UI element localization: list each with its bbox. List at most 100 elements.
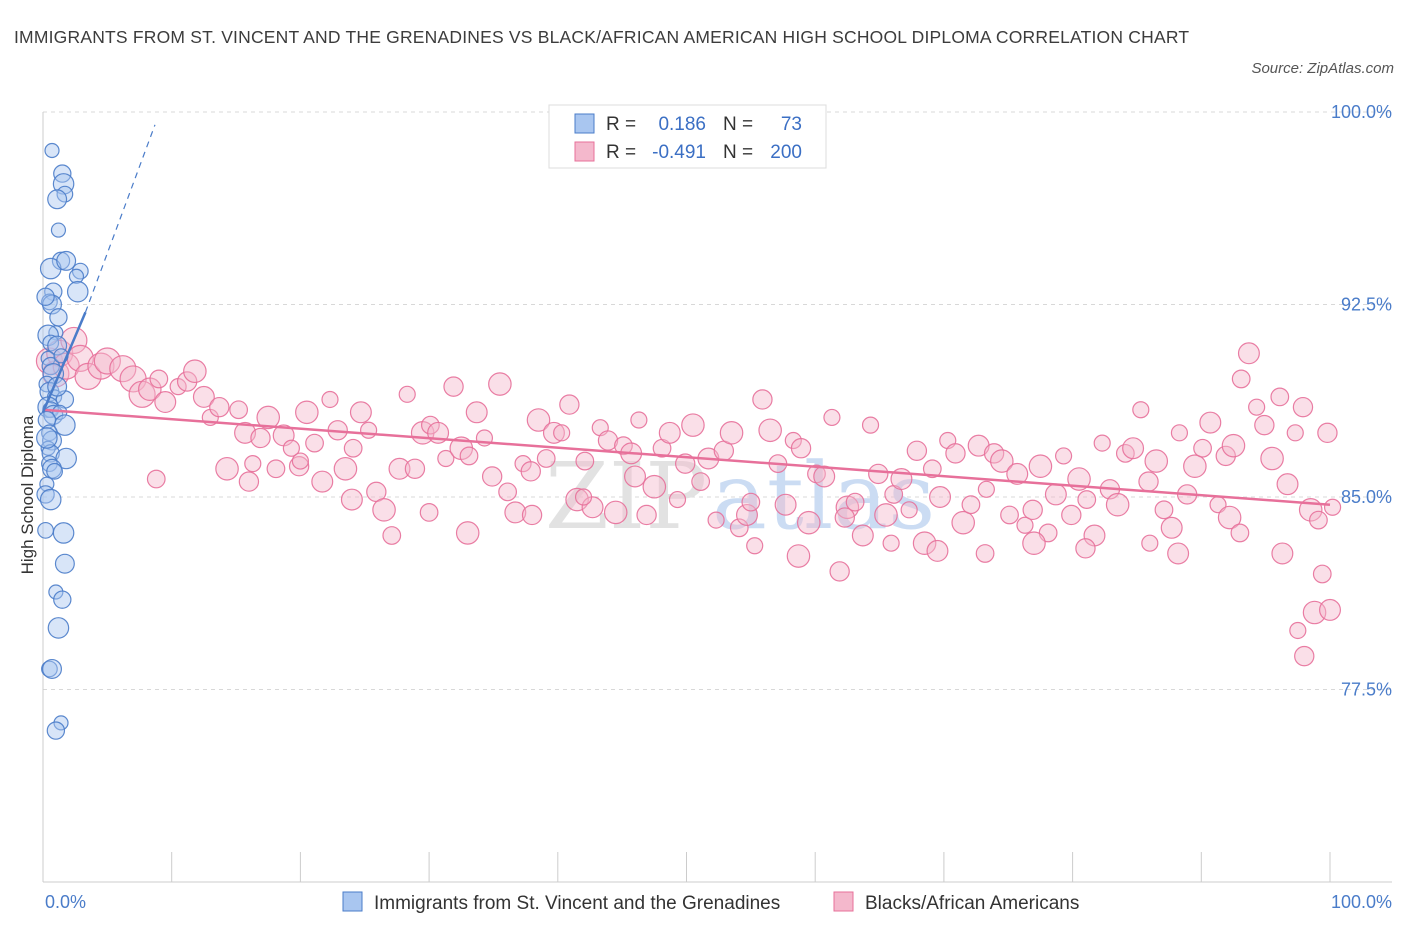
blacks-point-122 bbox=[990, 449, 1014, 473]
blacks-point-58 bbox=[498, 482, 518, 502]
blacks-point-80 bbox=[668, 490, 687, 509]
blacks-point-34 bbox=[311, 470, 334, 493]
blacks-point-140 bbox=[1132, 401, 1150, 419]
blacks-point-185 bbox=[574, 488, 593, 506]
blacks-point-32 bbox=[295, 400, 319, 425]
immigrants-point-53 bbox=[46, 462, 63, 480]
blacks-point-72 bbox=[603, 500, 628, 525]
blacks-point-62 bbox=[526, 408, 551, 432]
blacks-point-66 bbox=[559, 394, 580, 415]
blacks-point-16 bbox=[176, 371, 198, 392]
blacks-point-164 bbox=[1271, 542, 1294, 565]
blacks-point-23 bbox=[229, 400, 249, 420]
immigrants-point-16 bbox=[49, 308, 68, 327]
blacks-point-14 bbox=[154, 391, 177, 414]
blacks-point-130 bbox=[1054, 447, 1073, 465]
immigrants-point-57 bbox=[39, 488, 62, 511]
y-tick-label-1: 85.0% bbox=[1341, 487, 1392, 507]
axes bbox=[42, 112, 1392, 883]
blacks-point-148 bbox=[1193, 438, 1212, 458]
blacks-point-90 bbox=[746, 537, 764, 555]
legend-n-value-1: 73 bbox=[781, 114, 802, 135]
blacks-point-8 bbox=[93, 347, 121, 375]
blacks-point-190 bbox=[291, 452, 309, 470]
y-tick-label-3: 100.0% bbox=[1331, 102, 1392, 122]
blacks-point-124 bbox=[1006, 462, 1029, 485]
blacks-point-89 bbox=[735, 503, 758, 526]
blacks-point-26 bbox=[250, 427, 271, 449]
watermark-zip: ZIP bbox=[545, 443, 707, 550]
legend-n-label-1: N = bbox=[723, 114, 753, 135]
blacks-point-40 bbox=[360, 421, 378, 439]
blacks-point-112 bbox=[912, 531, 937, 555]
blacks-point-183 bbox=[741, 492, 761, 512]
blacks-point-174 bbox=[1167, 542, 1190, 565]
y-tick-label-0: 77.5% bbox=[1341, 680, 1392, 700]
gridlines bbox=[43, 111, 1392, 690]
immigrants-point-51 bbox=[46, 721, 66, 740]
bottom-legend-swatch-blacks bbox=[833, 891, 854, 912]
stats-legend-box bbox=[548, 104, 827, 169]
blacks-point-88 bbox=[729, 518, 749, 538]
x-tick-label-min: 0.0% bbox=[45, 892, 86, 912]
immigrants-point-32 bbox=[54, 414, 76, 436]
x-ticks bbox=[171, 852, 1331, 882]
blacks-point-63 bbox=[536, 449, 556, 468]
blacks-point-135 bbox=[1093, 434, 1111, 452]
blacks-point-189 bbox=[340, 488, 363, 511]
trend-line-immigrants-extension bbox=[84, 124, 156, 313]
blacks-point-104 bbox=[851, 524, 874, 547]
blacks-point-143 bbox=[1154, 500, 1174, 520]
blacks-point-35 bbox=[321, 390, 339, 409]
blacks-point-161 bbox=[1292, 396, 1314, 418]
blacks-point-79 bbox=[658, 421, 681, 444]
blacks-point-173 bbox=[1230, 523, 1250, 543]
blacks-point-96 bbox=[790, 438, 812, 459]
blacks-point-101 bbox=[829, 561, 850, 582]
blacks-point-142 bbox=[1144, 449, 1169, 473]
blacks-point-30 bbox=[282, 439, 300, 457]
blacks-point-118 bbox=[961, 495, 981, 515]
blacks-point-114 bbox=[929, 486, 952, 509]
blacks-point-57 bbox=[488, 372, 512, 396]
blacks-point-125 bbox=[1016, 516, 1034, 534]
blacks-point-17 bbox=[183, 359, 207, 384]
legend-r-value-1: 0.186 bbox=[658, 114, 706, 135]
blacks-point-117 bbox=[951, 510, 976, 535]
trend-lines bbox=[41, 124, 1331, 506]
legend-n-value-2: 200 bbox=[770, 142, 802, 163]
legend-r-value-2: -0.491 bbox=[652, 142, 706, 163]
blacks-point-18 bbox=[146, 469, 166, 489]
blacks-point-179 bbox=[926, 539, 949, 562]
immigrants-point-43 bbox=[37, 521, 54, 539]
blacks-point-157 bbox=[1260, 446, 1284, 471]
blacks-point-160 bbox=[1286, 424, 1304, 442]
immigrants-point-5 bbox=[50, 222, 67, 238]
bottom-legend-swatch-immigrants bbox=[342, 891, 363, 912]
blacks-point-9 bbox=[109, 355, 137, 383]
immigrants-point-9 bbox=[56, 250, 77, 271]
blacks-point-177 bbox=[1022, 531, 1046, 555]
blacks-point-171 bbox=[1317, 422, 1338, 444]
blacks-point-187 bbox=[455, 521, 480, 545]
blacks-point-87 bbox=[719, 421, 744, 445]
blacks-point-116 bbox=[945, 443, 966, 464]
immigrants-point-44 bbox=[54, 553, 75, 574]
series-immigrants-points bbox=[36, 142, 89, 740]
blacks-point-184 bbox=[624, 465, 647, 488]
blacks-point-155 bbox=[1248, 398, 1266, 416]
blacks-point-103 bbox=[845, 492, 865, 512]
blacks-point-168 bbox=[1312, 564, 1332, 584]
bottom-legend-label-blacks: Blacks/African Americans bbox=[865, 893, 1079, 914]
blacks-point-83 bbox=[691, 472, 711, 492]
blacks-point-21 bbox=[209, 396, 230, 418]
blacks-point-186 bbox=[521, 504, 543, 526]
blacks-point-77 bbox=[642, 474, 667, 499]
blacks-point-92 bbox=[758, 418, 782, 443]
blacks-point-82 bbox=[681, 413, 705, 437]
blacks-point-71 bbox=[597, 430, 619, 451]
immigrants-point-48 bbox=[41, 660, 58, 678]
blacks-point-65 bbox=[553, 424, 571, 442]
trend-line-immigrants bbox=[41, 311, 87, 413]
trend-line-blacks bbox=[42, 408, 1331, 506]
